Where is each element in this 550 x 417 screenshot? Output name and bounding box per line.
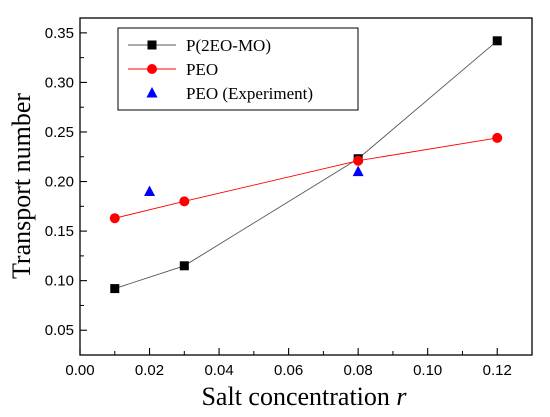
series-2	[144, 165, 364, 196]
plot-frame	[79, 17, 533, 356]
y-tick-label: 0.05	[45, 322, 74, 339]
x-tick-label: 0.00	[65, 362, 94, 379]
x-tick-label: 0.04	[204, 362, 233, 379]
data-point	[492, 36, 502, 46]
legend-item-2: PEO (Experiment)	[146, 84, 313, 103]
legend: P(2EO-MO) PEO PEO (Experiment)	[117, 27, 359, 111]
x-tick-label: 0.06	[274, 362, 303, 379]
data-point	[144, 185, 156, 196]
legend-item-1: PEO	[128, 60, 218, 79]
x-tick-label: 0.12	[483, 362, 512, 379]
legend-label: PEO	[186, 60, 218, 79]
axes: 0.00 0.02 0.04 0.06 0.08 0.10 0.12 0.05 0.10 0.15…	[45, 17, 533, 379]
data-point	[353, 155, 364, 166]
x-tick-label: 0.02	[135, 362, 164, 379]
legend-marker	[147, 40, 157, 50]
x-axis-title-variable: r	[396, 382, 407, 411]
y-tick-label: 0.15	[45, 223, 74, 240]
x-axis-title: Salt concentration r	[201, 382, 407, 411]
series-1	[109, 132, 503, 224]
data-point	[179, 261, 189, 271]
data-point	[179, 196, 190, 207]
y-tick-label: 0.35	[45, 25, 74, 42]
y-tick-label: 0.25	[45, 124, 74, 141]
legend-label: P(2EO-MO)	[186, 36, 271, 55]
y-tick-label: 0.20	[45, 174, 74, 191]
data-point	[110, 284, 120, 294]
legend-label: PEO (Experiment)	[186, 84, 313, 103]
series-line	[114, 40, 498, 290]
data-point	[352, 165, 364, 177]
x-tick-label: 0.10	[413, 362, 442, 379]
legend-marker	[147, 64, 157, 74]
legend-marker	[146, 87, 158, 98]
y-tick-label: 0.10	[45, 273, 74, 290]
x-tick-label: 0.08	[344, 362, 373, 379]
data-point	[109, 213, 120, 224]
legend-item-0: P(2EO-MO)	[128, 36, 271, 55]
y-axis-title: Transport number	[7, 93, 36, 279]
y-tick-label: 0.30	[45, 74, 74, 91]
plot-area	[109, 36, 503, 294]
data-point	[492, 132, 503, 143]
series-line	[114, 137, 498, 219]
x-axis-title-text: Salt concentration	[201, 382, 396, 411]
